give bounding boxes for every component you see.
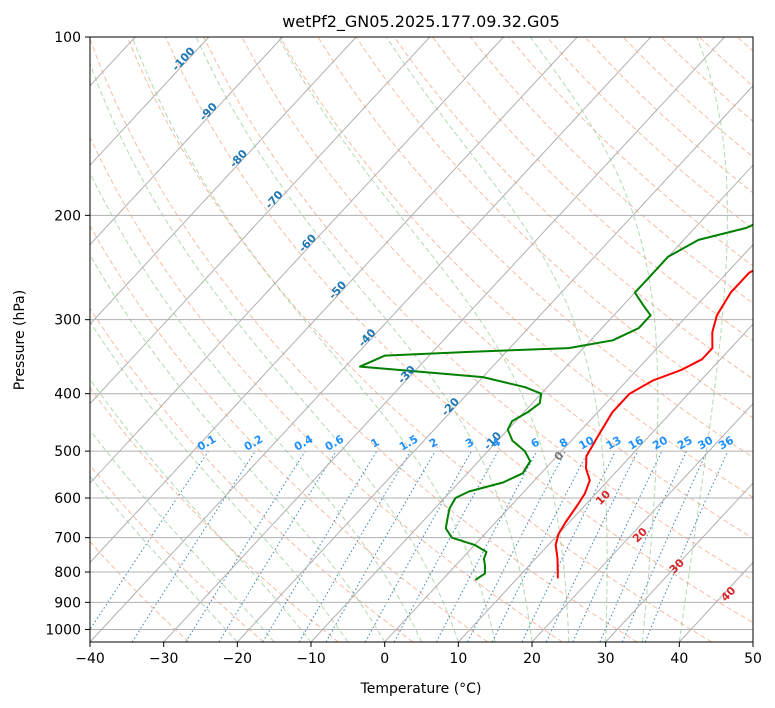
temperature-line (554, 269, 753, 579)
isotherm-line (90, 37, 504, 484)
y-tick-label: 100 (54, 30, 81, 46)
moist-adiabat (90, 254, 386, 642)
moist-adiabat (385, 37, 608, 642)
isotherm-line (90, 37, 210, 166)
y-axis: 100 200 300 400 500 600 700 800 900 1000 (45, 30, 90, 638)
x-tick-label: −10 (296, 651, 326, 667)
x-tick-label: 40 (670, 651, 688, 667)
x-axis: −40 −30 −20 −10 0 10 20 30 40 50 (75, 642, 762, 667)
mixing-ratio-line (218, 450, 337, 642)
x-tick-label: 20 (523, 651, 541, 667)
mixing-ratio-line (521, 450, 617, 642)
mixing-ratio-line (599, 450, 688, 642)
isotherm-line (90, 37, 652, 642)
dry-adiabat (241, 37, 753, 539)
mixing-ratio-line (364, 450, 472, 642)
moist-adiabat (131, 37, 496, 642)
y-tick-label: 500 (54, 444, 81, 460)
isotherm-line (90, 37, 578, 564)
dry-adiabat (393, 37, 753, 380)
dry-adiabat (90, 540, 190, 642)
background-lines (0, 37, 753, 642)
isotherm-line (236, 84, 753, 642)
plot-background (90, 37, 753, 642)
dry-adiabat (279, 37, 753, 499)
mixing-ratio-line (491, 450, 589, 642)
dry-adiabat (470, 37, 753, 304)
y-tick-label: 800 (54, 565, 81, 581)
x-tick-label: −20 (223, 651, 253, 667)
dry-adiabat (90, 224, 488, 642)
x-tick-label: 50 (744, 651, 762, 667)
dry-adiabat (90, 136, 563, 642)
y-axis-label: Pressure (hPa) (12, 290, 28, 390)
mixing-ratio-line (90, 450, 209, 631)
plot-frame (89, 36, 754, 643)
dry-adiabat (165, 37, 753, 624)
mixing-ratio-line (131, 450, 256, 642)
isotherm-line (384, 243, 753, 642)
dry-adiabat (355, 37, 753, 419)
isotherm-line (531, 402, 753, 642)
dry-adiabat (90, 37, 638, 642)
isotherm-line (90, 37, 357, 325)
isotherm-line (90, 37, 431, 405)
dewpoint-line (359, 223, 753, 581)
x-axis-label: Temperature (°C) (360, 681, 482, 697)
x-tick-label: 30 (597, 651, 615, 667)
dry-adiabat (90, 307, 414, 642)
x-tick-label: −40 (75, 651, 105, 667)
moist-adiabat (90, 320, 349, 642)
moist-adiabat (90, 62, 459, 642)
moist-adiabat (195, 37, 533, 642)
isotherm-line (0, 37, 62, 642)
isotherm-line (605, 482, 753, 642)
moist-adiabat (678, 37, 728, 642)
dry-adiabat (203, 37, 753, 581)
y-tick-label: 600 (54, 491, 81, 507)
isotherm-line (310, 164, 753, 642)
chart-title: wetPf2_GN05.2025.177.09.32.G05 (282, 12, 560, 32)
isotherm-line (90, 37, 283, 246)
isotherm-line (457, 323, 753, 642)
moist-adiabat (90, 429, 275, 642)
y-tick-label: 1000 (45, 622, 81, 638)
isotherm-line (752, 641, 753, 642)
x-tick-label: −30 (149, 651, 179, 667)
mixing-ratio-line (621, 450, 708, 642)
moist-adiabat (90, 171, 422, 642)
y-tick-label: 300 (54, 313, 81, 329)
y-tick-label: 700 (54, 531, 81, 547)
dry-adiabat (90, 464, 264, 642)
x-tick-label: 0 (380, 651, 389, 667)
data-series (359, 223, 753, 581)
isotherm-line (163, 37, 725, 642)
y-tick-label: 900 (54, 595, 81, 611)
y-tick-label: 400 (54, 387, 81, 403)
mixing-ratio-line (393, 450, 499, 642)
y-tick-label: 200 (54, 208, 81, 224)
moist-adiabat (90, 475, 238, 642)
x-tick-label: 10 (449, 651, 467, 667)
moist-adiabat (529, 37, 659, 642)
moist-adiabat (277, 37, 570, 642)
